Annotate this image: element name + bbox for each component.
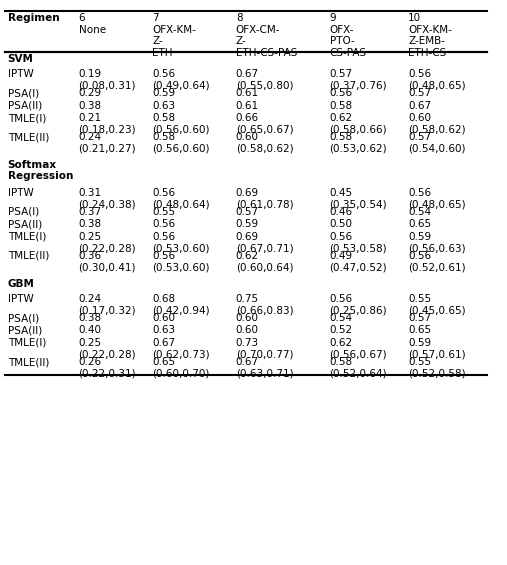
- Text: 0.55
(0.52,0.58): 0.55 (0.52,0.58): [408, 357, 466, 379]
- Text: PSA(I): PSA(I): [8, 313, 39, 323]
- Text: PSA(I): PSA(I): [8, 88, 39, 98]
- Text: 0.49
(0.47,0.52): 0.49 (0.47,0.52): [330, 251, 387, 272]
- Text: 0.67
(0.62,0.73): 0.67 (0.62,0.73): [152, 338, 210, 359]
- Text: 0.63: 0.63: [152, 325, 175, 336]
- Text: 7
OFX-KM-
Z-
ETH: 7 OFX-KM- Z- ETH: [152, 13, 196, 58]
- Text: 0.57: 0.57: [408, 88, 431, 98]
- Text: 0.60: 0.60: [236, 325, 259, 336]
- Text: TMLE(II): TMLE(II): [8, 357, 49, 367]
- Text: TMLE(I): TMLE(I): [8, 113, 46, 123]
- Text: TMLE(I): TMLE(I): [8, 232, 46, 242]
- Text: 0.61: 0.61: [236, 101, 259, 111]
- Text: 0.65: 0.65: [408, 325, 431, 336]
- Text: 0.65
(0.60,0.70): 0.65 (0.60,0.70): [152, 357, 209, 379]
- Text: 0.57
(0.54,0.60): 0.57 (0.54,0.60): [408, 132, 465, 154]
- Text: 0.60
(0.58,0.62): 0.60 (0.58,0.62): [408, 113, 466, 134]
- Text: 0.56
(0.53,0.60): 0.56 (0.53,0.60): [152, 232, 209, 253]
- Text: 0.19
(0.08,0.31): 0.19 (0.08,0.31): [79, 69, 136, 90]
- Text: 0.62
(0.56,0.67): 0.62 (0.56,0.67): [330, 338, 387, 359]
- Text: 0.68
(0.42,0.94): 0.68 (0.42,0.94): [152, 294, 210, 315]
- Text: 0.67
(0.63,0.71): 0.67 (0.63,0.71): [236, 357, 294, 379]
- Text: 0.57: 0.57: [236, 207, 259, 217]
- Text: 0.60: 0.60: [152, 313, 175, 323]
- Text: IPTW: IPTW: [8, 69, 33, 79]
- Text: 0.31
(0.24,0.38): 0.31 (0.24,0.38): [79, 188, 136, 209]
- Text: 0.56: 0.56: [152, 219, 175, 229]
- Text: 0.73
(0.70,0.77): 0.73 (0.70,0.77): [236, 338, 293, 359]
- Text: 0.58
(0.56,0.60): 0.58 (0.56,0.60): [152, 113, 209, 134]
- Text: IPTW: IPTW: [8, 294, 33, 304]
- Text: 0.50: 0.50: [330, 219, 352, 229]
- Text: 10
OFX-KM-
Z-EMB-
ETH-CS: 10 OFX-KM- Z-EMB- ETH-CS: [408, 13, 452, 58]
- Text: 0.24
(0.17,0.32): 0.24 (0.17,0.32): [79, 294, 136, 315]
- Text: Regimen: Regimen: [8, 13, 59, 23]
- Text: 0.59
(0.57,0.61): 0.59 (0.57,0.61): [408, 338, 466, 359]
- Text: 0.60
(0.58,0.62): 0.60 (0.58,0.62): [236, 132, 294, 154]
- Text: 0.69
(0.67,0.71): 0.69 (0.67,0.71): [236, 232, 294, 253]
- Text: 0.62
(0.58,0.66): 0.62 (0.58,0.66): [330, 113, 387, 134]
- Text: 0.52: 0.52: [330, 325, 353, 336]
- Text: 0.55
(0.45,0.65): 0.55 (0.45,0.65): [408, 294, 466, 315]
- Text: 0.59: 0.59: [236, 219, 259, 229]
- Text: 0.26
(0.22,0.31): 0.26 (0.22,0.31): [79, 357, 136, 379]
- Text: 6
None: 6 None: [79, 13, 106, 34]
- Text: 0.60: 0.60: [236, 313, 259, 323]
- Text: 0.69
(0.61,0.78): 0.69 (0.61,0.78): [236, 188, 294, 209]
- Text: 0.56
(0.48,0.64): 0.56 (0.48,0.64): [152, 188, 210, 209]
- Text: 0.59
(0.56,0.63): 0.59 (0.56,0.63): [408, 232, 466, 253]
- Text: 0.56
(0.25,0.86): 0.56 (0.25,0.86): [330, 294, 387, 315]
- Text: 0.58
(0.56,0.60): 0.58 (0.56,0.60): [152, 132, 209, 154]
- Text: 0.58
(0.53,0.62): 0.58 (0.53,0.62): [330, 132, 387, 154]
- Text: 0.25
(0.22,0.28): 0.25 (0.22,0.28): [79, 232, 136, 253]
- Text: 0.37: 0.37: [79, 207, 102, 217]
- Text: PSA(II): PSA(II): [8, 325, 42, 336]
- Text: 9
OFX-
PTO-
CS-PAS: 9 OFX- PTO- CS-PAS: [330, 13, 367, 58]
- Text: 0.38: 0.38: [79, 313, 102, 323]
- Text: GBM: GBM: [8, 279, 34, 289]
- Text: 0.59: 0.59: [152, 88, 175, 98]
- Text: 0.45
(0.35,0.54): 0.45 (0.35,0.54): [330, 188, 387, 209]
- Text: 0.56: 0.56: [330, 88, 353, 98]
- Text: 0.58
(0.52,0.64): 0.58 (0.52,0.64): [330, 357, 387, 379]
- Text: 0.54: 0.54: [408, 207, 431, 217]
- Text: 0.67
(0.55,0.80): 0.67 (0.55,0.80): [236, 69, 293, 90]
- Text: 0.56
(0.53,0.58): 0.56 (0.53,0.58): [330, 232, 387, 253]
- Text: 0.65: 0.65: [408, 219, 431, 229]
- Text: 0.36
(0.30,0.41): 0.36 (0.30,0.41): [79, 251, 136, 272]
- Text: PSA(II): PSA(II): [8, 101, 42, 111]
- Text: PSA(II): PSA(II): [8, 219, 42, 229]
- Text: 0.57: 0.57: [408, 313, 431, 323]
- Text: 0.67: 0.67: [408, 101, 431, 111]
- Text: 0.75
(0.66,0.83): 0.75 (0.66,0.83): [236, 294, 294, 315]
- Text: PSA(I): PSA(I): [8, 207, 39, 217]
- Text: 0.66
(0.65,0.67): 0.66 (0.65,0.67): [236, 113, 294, 134]
- Text: 0.62
(0.60,0.64): 0.62 (0.60,0.64): [236, 251, 293, 272]
- Text: 0.46: 0.46: [330, 207, 353, 217]
- Text: 0.55: 0.55: [152, 207, 175, 217]
- Text: 0.38: 0.38: [79, 101, 102, 111]
- Text: 0.56
(0.48,0.65): 0.56 (0.48,0.65): [408, 188, 466, 209]
- Text: TMLE(II): TMLE(II): [8, 132, 49, 142]
- Text: 0.21
(0.18,0.23): 0.21 (0.18,0.23): [79, 113, 136, 134]
- Text: 0.63: 0.63: [152, 101, 175, 111]
- Text: 0.54: 0.54: [330, 313, 353, 323]
- Text: 0.57
(0.37,0.76): 0.57 (0.37,0.76): [330, 69, 387, 90]
- Text: 0.58: 0.58: [330, 101, 353, 111]
- Text: 0.56
(0.48,0.65): 0.56 (0.48,0.65): [408, 69, 466, 90]
- Text: 0.24
(0.21,0.27): 0.24 (0.21,0.27): [79, 132, 136, 154]
- Text: IPTW: IPTW: [8, 188, 33, 198]
- Text: 0.29: 0.29: [79, 88, 102, 98]
- Text: TMLE(II): TMLE(II): [8, 251, 49, 261]
- Text: TMLE(I): TMLE(I): [8, 338, 46, 348]
- Text: 0.25
(0.22,0.28): 0.25 (0.22,0.28): [79, 338, 136, 359]
- Text: 0.56
(0.49,0.64): 0.56 (0.49,0.64): [152, 69, 210, 90]
- Text: 0.40: 0.40: [79, 325, 101, 336]
- Text: 0.61: 0.61: [236, 88, 259, 98]
- Text: 0.56
(0.53,0.60): 0.56 (0.53,0.60): [152, 251, 209, 272]
- Text: SVM: SVM: [8, 54, 33, 64]
- Text: Softmax
Regression: Softmax Regression: [8, 160, 73, 181]
- Text: 8
OFX-CM-
Z-
ETH-CS-PAS: 8 OFX-CM- Z- ETH-CS-PAS: [236, 13, 297, 58]
- Text: 0.38: 0.38: [79, 219, 102, 229]
- Text: 0.56
(0.52,0.61): 0.56 (0.52,0.61): [408, 251, 466, 272]
